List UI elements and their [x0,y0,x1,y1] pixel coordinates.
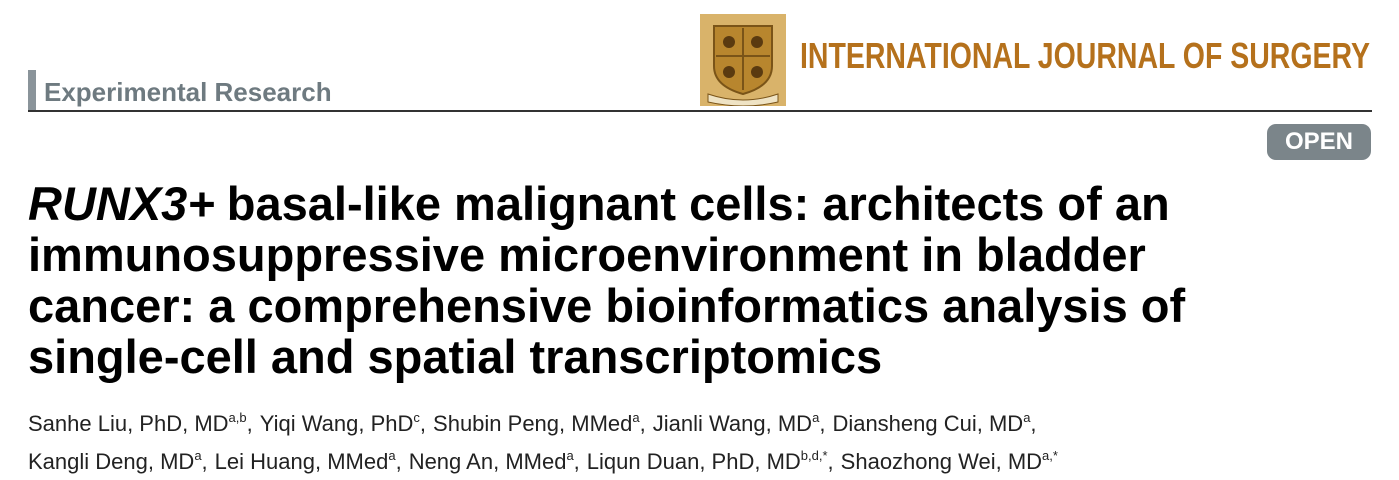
author: Sanhe Liu, PhD, MDa,b, [28,410,253,436]
article-title: RUNX3+ basal-like malignant cells: archit… [28,178,1185,382]
journal-logo [700,14,786,106]
author-affiliation: a [388,448,396,463]
author-name: Shaozhong Wei, MD [840,449,1043,474]
author-name: Jianli Wang, MD [652,411,813,436]
author: Yiqi Wang, PhDc, [259,410,427,436]
author-separator: , [573,449,580,474]
author-name: Yiqi Wang, PhD [259,411,414,436]
author-affiliation: b,d,* [800,448,828,463]
author: Jianli Wang, MDa, [652,410,826,436]
author-affiliation: a [812,410,820,425]
author-line: Kangli Deng, MDa, Lei Huang, MMeda, Neng A… [28,440,1065,478]
title-line: RUNX3+ basal-like malignant cells: archit… [28,178,1185,229]
author-name: Lei Huang, MMed [214,449,389,474]
author-separator: , [419,411,427,436]
section-bar [28,70,36,112]
author: Shubin Peng, MMeda, [433,410,646,436]
title-line: cancer: a comprehensive bioinformatics a… [28,280,1185,331]
author-affiliation: a [632,410,640,425]
author-name: Sanhe Liu, PhD, MD [28,411,229,436]
author-separator: , [827,449,834,474]
author-separator: , [201,449,208,474]
author-affiliation: a [1023,410,1031,425]
author-separator: , [639,411,646,436]
author-name: Diansheng Cui, MD [832,411,1024,436]
author-name: Neng An, MMed [408,449,567,474]
author-affiliation: a,b [228,410,247,425]
title-text: cancer: a comprehensive bioinformatics a… [28,279,1186,332]
author-list: Sanhe Liu, PhD, MDa,b, Yiqi Wang, PhDc, Sh… [28,402,1065,478]
author: Liqun Duan, PhD, MDb,d,*, [586,448,834,474]
author-name: Shubin Peng, MMed [433,411,633,436]
open-access-badge: OPEN [1267,124,1371,160]
author: Diansheng Cui, MDa, [832,410,1037,436]
title-emphasis: RUNX3+ [28,177,215,230]
title-text: single-cell and spatial transcriptomics [28,330,883,383]
header-rule [28,110,1372,112]
journal-name: INTERNATIONAL JOURNAL OF SURGERY [800,35,1370,76]
author-separator: , [246,411,253,436]
author: Lei Huang, MMeda, [214,448,402,474]
author-affiliation: a,* [1042,448,1058,463]
author: Kangli Deng, MDa, [28,448,208,474]
title-line: single-cell and spatial transcriptomics [28,331,1185,382]
journal-name-box: INTERNATIONAL JOURNAL OF SURGERY [800,35,1370,76]
author-separator: , [1030,411,1037,436]
title-text: basal-like malignant cells: architects o… [226,177,1170,230]
author-separator: , [819,411,826,436]
author-name: Liqun Duan, PhD, MD [586,449,801,474]
author-affiliation: c [413,410,420,425]
author: Neng An, MMeda, [408,448,580,474]
author-line: Sanhe Liu, PhD, MDa,b, Yiqi Wang, PhDc, Sh… [28,402,1065,440]
author-affiliation: a [194,448,202,463]
title-text: immunosuppressive microenvironment in bl… [28,228,1146,281]
section-label: Experimental Research [44,77,332,107]
title-line: immunosuppressive microenvironment in bl… [28,229,1185,280]
author-name: Kangli Deng, MD [28,449,195,474]
author-affiliation: a [566,448,574,463]
author-separator: , [395,449,402,474]
author: Shaozhong Wei, MDa,* [840,448,1058,474]
